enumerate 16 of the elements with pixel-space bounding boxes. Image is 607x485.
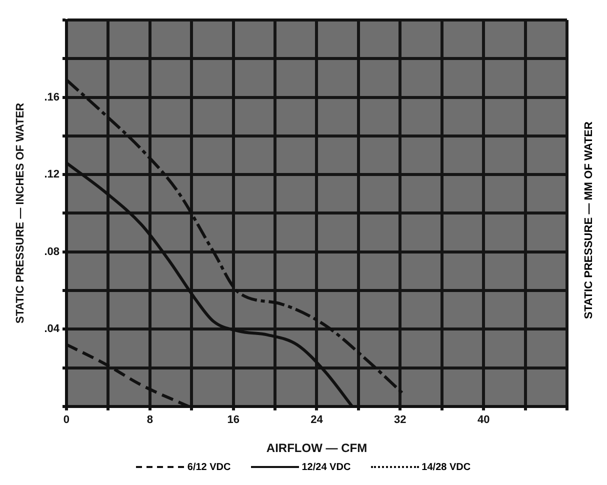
- x-tick-label: 24: [310, 414, 324, 426]
- y-tick-label: .12: [44, 168, 60, 181]
- x-axis-title: AIRFLOW — CFM: [266, 441, 368, 456]
- y-tick-label: .08: [44, 246, 60, 258]
- y-axis-title: STATIC PRESSURE — INCHES OF WATER: [14, 102, 27, 324]
- x-tick-label: 8: [146, 414, 153, 426]
- x-tick-label: 0: [63, 414, 70, 426]
- y-tick-label: .16: [44, 91, 60, 104]
- legend-label: 12/24 VDC: [300, 462, 351, 473]
- legend-label: 6/12 VDC: [186, 462, 231, 473]
- x-tick-label: 32: [394, 414, 406, 426]
- y-tick-label: .04: [44, 323, 60, 336]
- x-tick-label: 16: [227, 414, 240, 426]
- y2-axis-title: STATIC PRESSURE — MM OF WATER: [583, 120, 596, 321]
- x-tick-label: 40: [477, 414, 490, 426]
- legend-label: 14/28 VDC: [420, 462, 471, 473]
